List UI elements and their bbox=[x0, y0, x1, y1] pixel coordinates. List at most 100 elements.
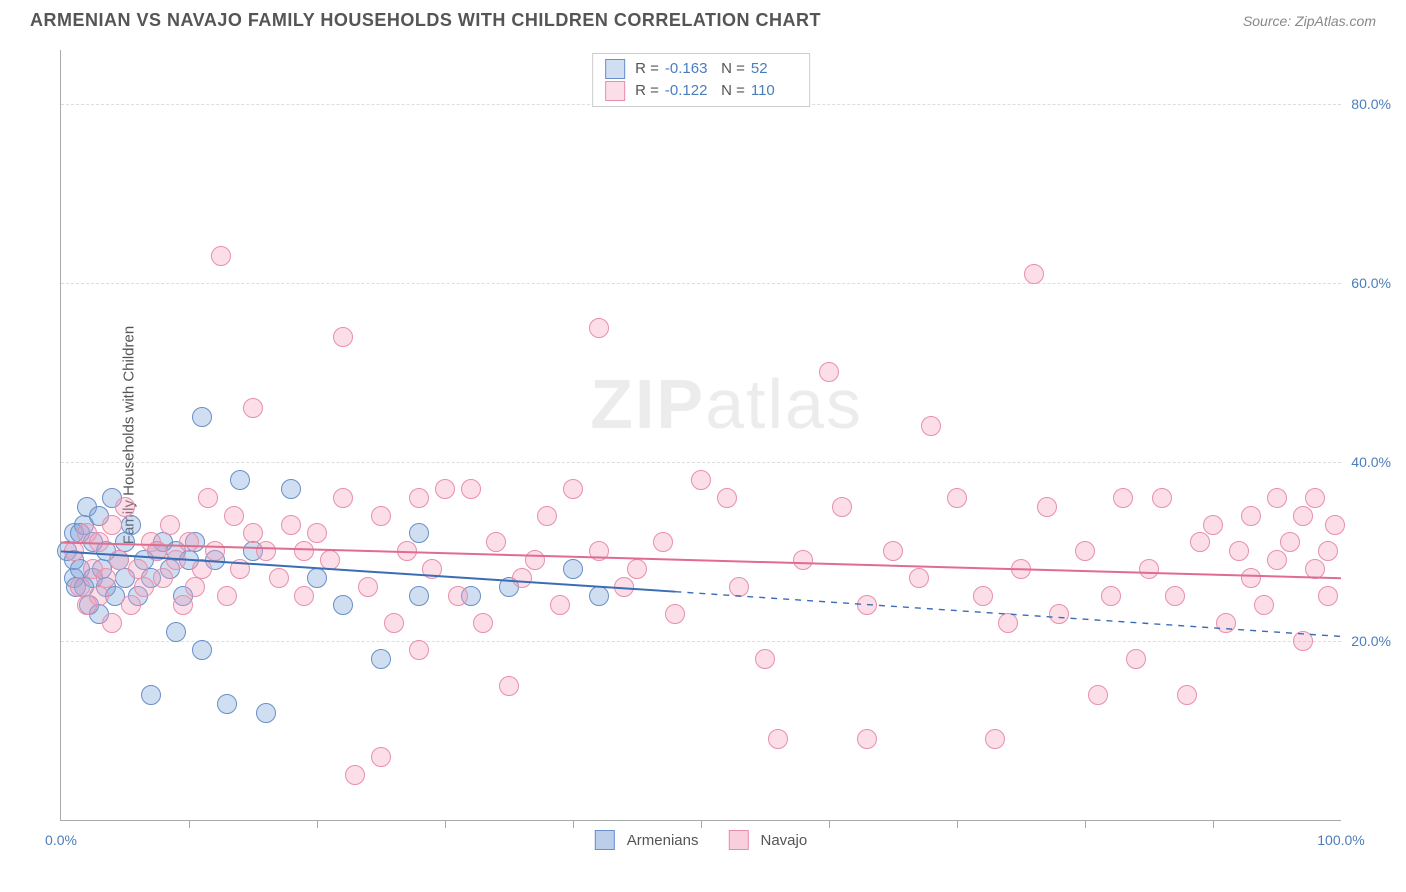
data-point bbox=[371, 649, 391, 669]
data-point bbox=[883, 541, 903, 561]
gridline bbox=[61, 462, 1341, 463]
xtick bbox=[1085, 820, 1086, 828]
stat-n-label: N = bbox=[717, 80, 745, 102]
data-point bbox=[371, 506, 391, 526]
data-point bbox=[1293, 631, 1313, 651]
source-label: Source: ZipAtlas.com bbox=[1243, 13, 1376, 29]
data-point bbox=[307, 523, 327, 543]
data-point bbox=[121, 595, 141, 615]
data-point bbox=[473, 613, 493, 633]
data-point bbox=[1241, 568, 1261, 588]
data-point bbox=[1318, 541, 1338, 561]
chart-title: ARMENIAN VS NAVAJO FAMILY HOUSEHOLDS WIT… bbox=[30, 10, 821, 31]
data-point bbox=[1139, 559, 1159, 579]
data-point bbox=[768, 729, 788, 749]
data-point bbox=[947, 488, 967, 508]
data-point bbox=[1126, 649, 1146, 669]
data-point bbox=[435, 479, 455, 499]
data-point bbox=[134, 577, 154, 597]
data-point bbox=[1075, 541, 1095, 561]
stat-row-armenians: R = -0.163 N = 52 bbox=[605, 58, 797, 80]
data-point bbox=[217, 694, 237, 714]
legend-label: Armenians bbox=[627, 832, 699, 849]
data-point bbox=[1241, 506, 1261, 526]
data-point bbox=[358, 577, 378, 597]
xtick bbox=[829, 820, 830, 828]
data-point bbox=[102, 613, 122, 633]
legend-bottom: Armenians Navajo bbox=[595, 830, 807, 850]
data-point bbox=[1113, 488, 1133, 508]
stat-r-label: R = bbox=[635, 80, 659, 102]
data-point bbox=[1177, 685, 1197, 705]
data-point bbox=[589, 586, 609, 606]
data-point bbox=[224, 506, 244, 526]
data-point bbox=[256, 541, 276, 561]
data-point bbox=[409, 523, 429, 543]
data-point bbox=[525, 550, 545, 570]
data-point bbox=[179, 532, 199, 552]
data-point bbox=[109, 550, 129, 570]
stat-r-label: R = bbox=[635, 58, 659, 80]
data-point bbox=[269, 568, 289, 588]
xtick bbox=[573, 820, 574, 828]
xtick bbox=[445, 820, 446, 828]
data-point bbox=[819, 362, 839, 382]
data-point bbox=[1293, 506, 1313, 526]
data-point bbox=[333, 488, 353, 508]
data-point bbox=[173, 595, 193, 615]
legend-swatch bbox=[595, 830, 615, 850]
data-point bbox=[333, 595, 353, 615]
data-point bbox=[563, 479, 583, 499]
xtick bbox=[957, 820, 958, 828]
stat-r-value-armenians: -0.163 bbox=[665, 58, 711, 80]
data-point bbox=[160, 515, 180, 535]
gridline bbox=[61, 641, 1341, 642]
stat-n-label: N = bbox=[717, 58, 745, 80]
data-point bbox=[1024, 264, 1044, 284]
data-point bbox=[371, 747, 391, 767]
data-point bbox=[691, 470, 711, 490]
data-point bbox=[166, 550, 186, 570]
data-point bbox=[294, 541, 314, 561]
data-point bbox=[614, 577, 634, 597]
stat-n-value-armenians: 52 bbox=[751, 58, 797, 80]
data-point bbox=[729, 577, 749, 597]
data-point bbox=[147, 541, 167, 561]
data-point bbox=[499, 676, 519, 696]
data-point bbox=[1049, 604, 1069, 624]
data-point bbox=[1325, 515, 1345, 535]
legend-swatch bbox=[729, 830, 749, 850]
data-point bbox=[653, 532, 673, 552]
data-point bbox=[345, 765, 365, 785]
data-point bbox=[1190, 532, 1210, 552]
data-point bbox=[422, 559, 442, 579]
data-point bbox=[1011, 559, 1031, 579]
data-point bbox=[115, 497, 135, 517]
data-point bbox=[1165, 586, 1185, 606]
swatch-armenians bbox=[605, 59, 625, 79]
data-point bbox=[153, 568, 173, 588]
data-point bbox=[281, 515, 301, 535]
data-point bbox=[1152, 488, 1172, 508]
data-point bbox=[1267, 488, 1287, 508]
data-point bbox=[1203, 515, 1223, 535]
xtick-label: 100.0% bbox=[1317, 832, 1364, 848]
data-point bbox=[589, 318, 609, 338]
data-point bbox=[537, 506, 557, 526]
ytick-label: 80.0% bbox=[1351, 96, 1391, 112]
data-point bbox=[998, 613, 1018, 633]
ytick-label: 60.0% bbox=[1351, 275, 1391, 291]
data-point bbox=[627, 559, 647, 579]
data-point bbox=[1101, 586, 1121, 606]
data-point bbox=[192, 407, 212, 427]
xtick bbox=[1213, 820, 1214, 828]
data-point bbox=[230, 470, 250, 490]
data-point bbox=[141, 685, 161, 705]
legend-item: Navajo bbox=[729, 830, 808, 850]
stat-box: R = -0.163 N = 52 R = -0.122 N = 110 bbox=[592, 53, 810, 107]
plot-area: ZIPatlas R = -0.163 N = 52 R = -0.122 N … bbox=[60, 50, 1341, 821]
data-point bbox=[1229, 541, 1249, 561]
xtick-label: 0.0% bbox=[45, 832, 77, 848]
data-point bbox=[397, 541, 417, 561]
data-point bbox=[857, 729, 877, 749]
